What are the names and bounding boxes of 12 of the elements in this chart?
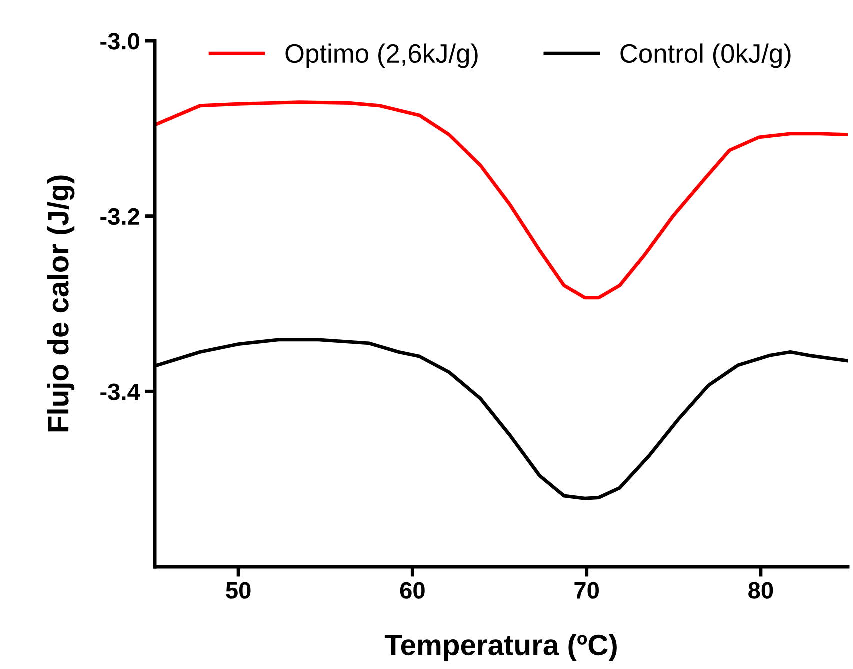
legend-label: Control (0kJ/g) <box>620 44 791 68</box>
x-tick-label: 80 <box>748 582 774 599</box>
x-tick-label: 50 <box>226 582 251 599</box>
y-axis-title: Flujo de calor (J/g) <box>47 176 75 432</box>
line-series <box>155 100 848 300</box>
y-tick-label: -3.2 <box>100 208 140 226</box>
x-tick-label: 70 <box>574 582 599 599</box>
legend-label: Optimo (2,6kJ/g) <box>286 44 478 68</box>
y-tick-label: -3.0 <box>100 33 140 50</box>
x-axis-title: Temperatura (ºC) <box>384 634 617 662</box>
x-tick-label: 60 <box>400 582 425 599</box>
y-tick-label: -3.4 <box>100 384 140 400</box>
